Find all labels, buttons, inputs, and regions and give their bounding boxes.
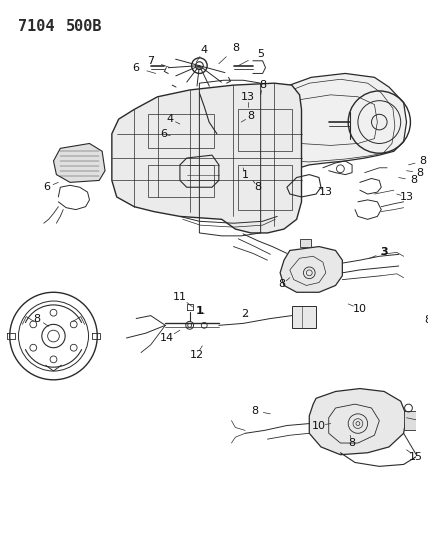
Polygon shape <box>292 306 316 328</box>
Text: 8: 8 <box>254 182 262 192</box>
Polygon shape <box>309 389 407 455</box>
Text: 15: 15 <box>409 451 423 462</box>
Text: 14: 14 <box>160 333 174 343</box>
Text: 1: 1 <box>196 306 203 316</box>
Text: 6: 6 <box>43 182 50 192</box>
Text: 13: 13 <box>241 92 255 102</box>
Text: 4: 4 <box>166 114 174 124</box>
Text: 6: 6 <box>160 129 167 139</box>
Text: 2: 2 <box>241 309 249 319</box>
Polygon shape <box>300 239 311 247</box>
Text: 8: 8 <box>416 168 424 177</box>
Text: 13: 13 <box>319 187 333 197</box>
Text: 13: 13 <box>400 192 413 202</box>
Text: 12: 12 <box>190 351 204 360</box>
Text: 7: 7 <box>147 56 155 66</box>
Text: 11: 11 <box>173 292 187 302</box>
Text: 1: 1 <box>241 169 249 180</box>
Text: 8: 8 <box>33 313 41 324</box>
Text: 6: 6 <box>133 62 140 72</box>
Polygon shape <box>112 83 301 233</box>
Text: 5: 5 <box>257 49 264 59</box>
Text: 8: 8 <box>232 43 239 53</box>
Text: 8: 8 <box>410 175 417 185</box>
Text: 8: 8 <box>348 438 356 448</box>
Polygon shape <box>270 74 407 171</box>
Text: 10: 10 <box>353 304 367 314</box>
Text: 10: 10 <box>312 421 326 431</box>
Text: 8: 8 <box>251 406 259 416</box>
Text: 8: 8 <box>419 156 427 166</box>
Polygon shape <box>280 247 342 292</box>
Text: 3: 3 <box>380 247 388 257</box>
Polygon shape <box>404 411 423 430</box>
Text: 8: 8 <box>259 80 266 90</box>
Text: 8: 8 <box>247 111 255 121</box>
Text: 8: 8 <box>425 316 428 326</box>
Polygon shape <box>54 143 105 182</box>
Text: 4: 4 <box>201 45 208 55</box>
Text: 7104: 7104 <box>18 19 54 34</box>
Text: 500B: 500B <box>66 19 103 34</box>
Text: 8: 8 <box>279 279 285 289</box>
